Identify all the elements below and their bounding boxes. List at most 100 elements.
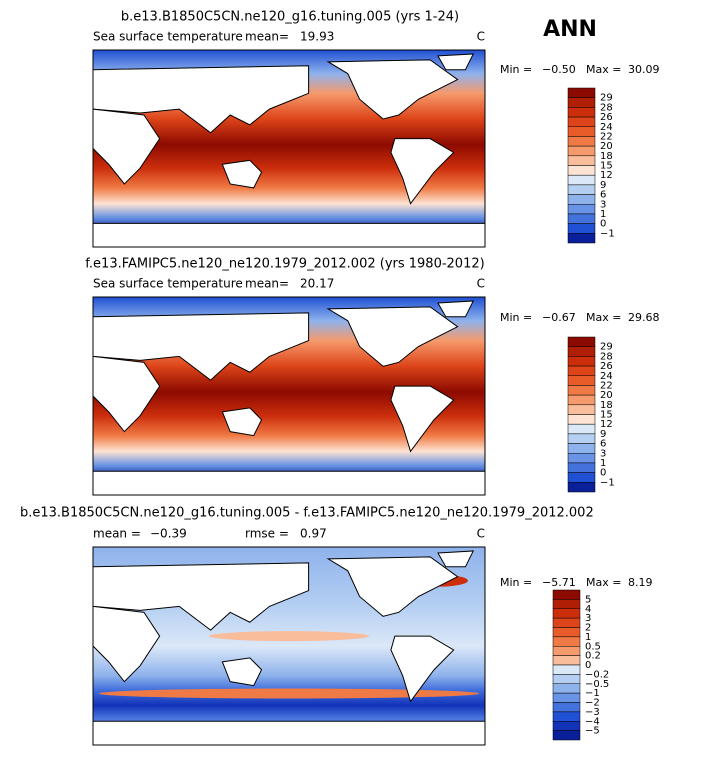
colorbar-label: 3 — [600, 448, 606, 459]
colorbar-box — [567, 213, 596, 224]
colorbar-box — [567, 107, 596, 118]
colorbar-label: 20 — [600, 390, 613, 401]
min-label: Min = — [500, 63, 532, 76]
colorbar-label: 15 — [600, 161, 613, 172]
min-value: −0.50 — [542, 63, 576, 76]
season: ANN — [543, 17, 597, 42]
continent — [221, 159, 263, 189]
anomaly — [209, 631, 369, 642]
colorbar-box — [567, 87, 596, 98]
colorbar-box — [567, 365, 596, 376]
colorbar-box — [567, 126, 596, 137]
continent — [221, 407, 263, 437]
colorbar-label: 0.2 — [585, 651, 601, 662]
units: C — [477, 277, 485, 291]
colorbar-label: 2 — [585, 623, 591, 634]
colorbar-box — [552, 664, 581, 675]
mean-value: 20.17 — [300, 277, 334, 291]
colorbar-box — [552, 636, 581, 647]
colorbar-box — [552, 627, 581, 638]
colorbar-box — [552, 711, 581, 722]
colorbar-label: 1 — [585, 632, 591, 643]
colorbar-label: 18 — [600, 400, 613, 411]
colorbar-box — [567, 404, 596, 415]
colorbar-box — [567, 433, 596, 444]
colorbar-box — [552, 692, 581, 703]
map-frame — [92, 296, 486, 496]
colorbar-box — [552, 646, 581, 656]
colorbar-label: −0.2 — [585, 669, 609, 680]
continent — [390, 635, 455, 703]
colorbar-label: 0 — [585, 660, 591, 671]
colorbar-box — [567, 356, 596, 367]
colorbar-box — [552, 608, 581, 619]
continent — [390, 138, 455, 205]
units: C — [477, 527, 485, 541]
continent — [326, 306, 459, 367]
colorbar-label: 22 — [600, 131, 613, 142]
colorbar-label: 26 — [600, 112, 613, 123]
colorbar-label: 12 — [600, 419, 613, 430]
colorbar-box — [567, 204, 596, 215]
colorbar-label: −3 — [585, 707, 600, 718]
continent — [326, 556, 459, 617]
continent — [437, 300, 475, 318]
panel-title: b.e13.B1850C5CN.ne120_g16.tuning.005 - f… — [20, 506, 594, 521]
continent — [221, 657, 263, 687]
colorbar-box — [567, 346, 596, 357]
mean-value: 19.93 — [300, 30, 334, 44]
colorbar-box — [567, 462, 596, 473]
continent — [92, 605, 161, 683]
colorbar-box — [567, 443, 596, 454]
colorbar-box — [567, 97, 596, 108]
rmse-value: 0.97 — [300, 527, 327, 541]
colorbar-box — [567, 155, 596, 166]
colorbar-box — [567, 385, 596, 396]
variable: Sea surface temperature — [93, 30, 243, 44]
colorbar-label: 0.5 — [585, 641, 601, 652]
continent — [390, 385, 455, 453]
colorbar-label: 20 — [600, 141, 613, 152]
colorbar-box — [567, 423, 596, 435]
max-value: 8.19 — [628, 576, 653, 589]
colorbar-box — [567, 116, 596, 127]
colorbar-label: 1 — [600, 209, 606, 220]
colorbar-label: 9 — [600, 429, 606, 440]
colorbar-box — [567, 336, 596, 347]
colorbar-box — [552, 702, 581, 713]
colorbar-label: 4 — [585, 604, 591, 615]
colorbar-label: 6 — [600, 439, 606, 450]
max-label: Max = — [586, 63, 621, 76]
colorbar-box — [567, 145, 596, 157]
colorbar-box — [552, 674, 581, 684]
colorbar-label: 24 — [600, 371, 613, 382]
colorbar-box — [567, 233, 596, 244]
colorbar-label: −1 — [585, 688, 600, 699]
colorbar-label: 29 — [600, 342, 613, 353]
continent — [92, 355, 161, 433]
colorbar-label: −1 — [600, 477, 615, 488]
colorbar-box — [552, 617, 581, 628]
colorbar-label: 22 — [600, 380, 613, 391]
min-label: Min = — [500, 311, 532, 324]
max-label: Max = — [586, 311, 621, 324]
min-value: −0.67 — [542, 311, 576, 324]
colorbar-label: −0.5 — [585, 679, 609, 690]
map-frame — [92, 546, 486, 746]
colorbar-box — [552, 683, 581, 694]
min-label: Min = — [500, 576, 532, 589]
colorbar-box — [567, 165, 596, 176]
colorbar-box — [567, 174, 596, 186]
colorbar-label: −5 — [585, 726, 600, 737]
colorbar-box — [567, 414, 596, 425]
colorbar-box — [552, 599, 581, 609]
continent — [92, 312, 310, 381]
colorbar-box — [567, 194, 596, 205]
colorbar-label: 26 — [600, 361, 613, 372]
colorbar-box — [567, 223, 596, 234]
colorbar-label: 6 — [600, 190, 606, 201]
units: C — [477, 30, 485, 44]
colorbar-box — [552, 721, 581, 731]
colorbar-label: −1 — [600, 228, 615, 239]
